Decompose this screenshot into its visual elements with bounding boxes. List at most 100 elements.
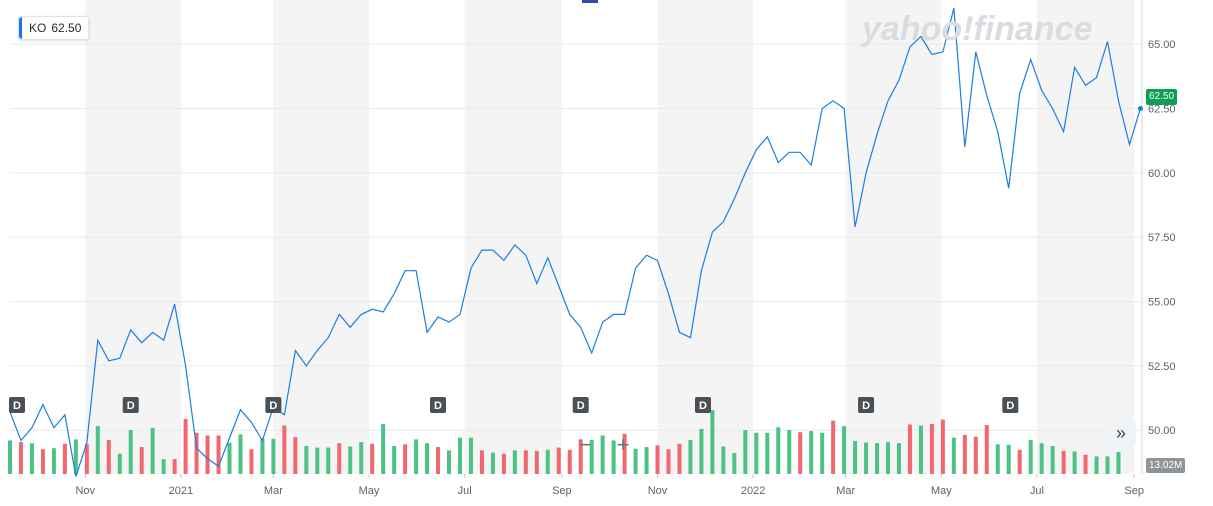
dividend-marker-box	[1002, 397, 1019, 413]
volume-bar	[962, 434, 967, 474]
dividend-marker-label: D	[699, 400, 707, 412]
volume-bar	[907, 424, 912, 474]
volume-bar	[523, 450, 528, 474]
volume-bar	[501, 453, 506, 474]
volume-bar	[414, 439, 419, 474]
volume-bar	[918, 425, 923, 474]
ticker-price: 62.50	[51, 21, 82, 35]
volume-bar	[348, 446, 353, 474]
volume-bar	[425, 443, 430, 474]
x-tick-label: Sep	[1124, 485, 1144, 497]
volume-bar	[293, 437, 298, 474]
volume-bar	[1094, 456, 1099, 474]
zoom-controls: − +	[566, 430, 646, 460]
dividend-marker-box	[122, 397, 139, 413]
x-tick-label: Jul	[1030, 485, 1044, 497]
volume-bar	[787, 430, 792, 474]
ticker-badge[interactable]: KO 62.50	[18, 16, 90, 40]
volume-bar	[249, 449, 254, 474]
zoom-in-button[interactable]: +	[616, 432, 630, 457]
volume-bar	[732, 453, 737, 474]
volume-bar	[468, 437, 473, 474]
dividend-marker: D	[122, 397, 139, 413]
yahoo-finance-watermark: yahoo!finance	[862, 10, 1093, 48]
volume-bar	[51, 448, 56, 474]
x-tick-label: Mar	[264, 485, 283, 497]
volume-bar	[1006, 444, 1011, 474]
volume-bar	[556, 447, 561, 474]
volume-bar	[567, 449, 572, 474]
dividend-marker-box	[694, 397, 711, 413]
volume-bar	[1017, 449, 1022, 474]
volume-bar	[951, 437, 956, 474]
volume-bar	[644, 447, 649, 474]
x-tick-label: Sep	[552, 485, 572, 497]
y-tick-label: 60.00	[1148, 168, 1176, 180]
volume-bar	[710, 410, 715, 474]
dividend-marker-label: D	[13, 400, 21, 412]
last-price-point	[1137, 106, 1143, 112]
dividend-marker-label: D	[862, 400, 870, 412]
volume-bar	[260, 438, 265, 474]
volume-bar	[1072, 451, 1077, 474]
volume-bar	[150, 427, 155, 474]
volume-bar	[73, 439, 78, 474]
last-price-tag: 62.50	[1146, 89, 1178, 105]
volume-bar	[995, 444, 1000, 474]
x-tick-label: Nov	[75, 485, 95, 497]
volume-bar	[183, 419, 188, 474]
dividend-marker-label: D	[577, 400, 585, 412]
volume-bar	[611, 440, 616, 474]
volume-bar	[699, 428, 704, 474]
volume-bar	[436, 447, 441, 474]
volume-bar	[578, 439, 583, 474]
volume-bar	[282, 425, 287, 474]
volume-bar	[973, 436, 978, 474]
volume-bar	[940, 419, 945, 474]
y-tick-label: 65.00	[1148, 39, 1176, 51]
volume-bar	[40, 449, 45, 474]
volume-bar	[479, 450, 484, 474]
volume-bar	[677, 443, 682, 474]
dividend-marker-box	[265, 397, 282, 413]
dividend-marker-box	[572, 397, 589, 413]
volume-bar	[227, 442, 232, 474]
dividend-marker-box	[858, 397, 875, 413]
volume-bar	[929, 423, 934, 474]
volume-bar	[743, 430, 748, 474]
dividend-marker-label: D	[127, 400, 135, 412]
volume-bar	[864, 442, 869, 474]
volume-bar	[589, 439, 594, 474]
dividend-marker-label: D	[269, 400, 277, 412]
volume-bar	[655, 445, 660, 474]
volume-bar	[381, 423, 386, 474]
volume-bar	[809, 431, 814, 474]
volume-bar	[117, 453, 122, 474]
zoom-out-button[interactable]: −	[578, 432, 592, 457]
dividend-marker: D	[265, 397, 282, 413]
volume-bar	[754, 432, 759, 474]
volume-bar	[1028, 439, 1033, 474]
volume-bar	[18, 442, 23, 474]
volume-bar	[326, 447, 331, 474]
dividend-marker: D	[430, 397, 447, 413]
volume-bar	[776, 427, 781, 474]
volume-bar	[490, 452, 495, 474]
volume-bar	[600, 435, 605, 474]
volume-bar	[95, 426, 100, 474]
volume-bar	[8, 440, 12, 474]
x-tick-label: May	[931, 485, 952, 497]
x-tick-label: 2021	[169, 485, 193, 497]
volume-bar	[271, 438, 276, 474]
volume-tag: 13.02M	[1146, 458, 1186, 473]
volume-bar	[457, 437, 462, 474]
dividend-marker: D	[9, 397, 25, 413]
volume-bar	[896, 443, 901, 474]
x-tick-label: 2022	[741, 485, 765, 497]
range-selector-marker[interactable]	[582, 0, 598, 3]
volume-bar	[29, 443, 34, 474]
y-tick-label: 50.00	[1148, 425, 1176, 437]
dividend-marker: D	[694, 397, 711, 413]
expand-chart-button[interactable]: »	[1106, 421, 1136, 445]
